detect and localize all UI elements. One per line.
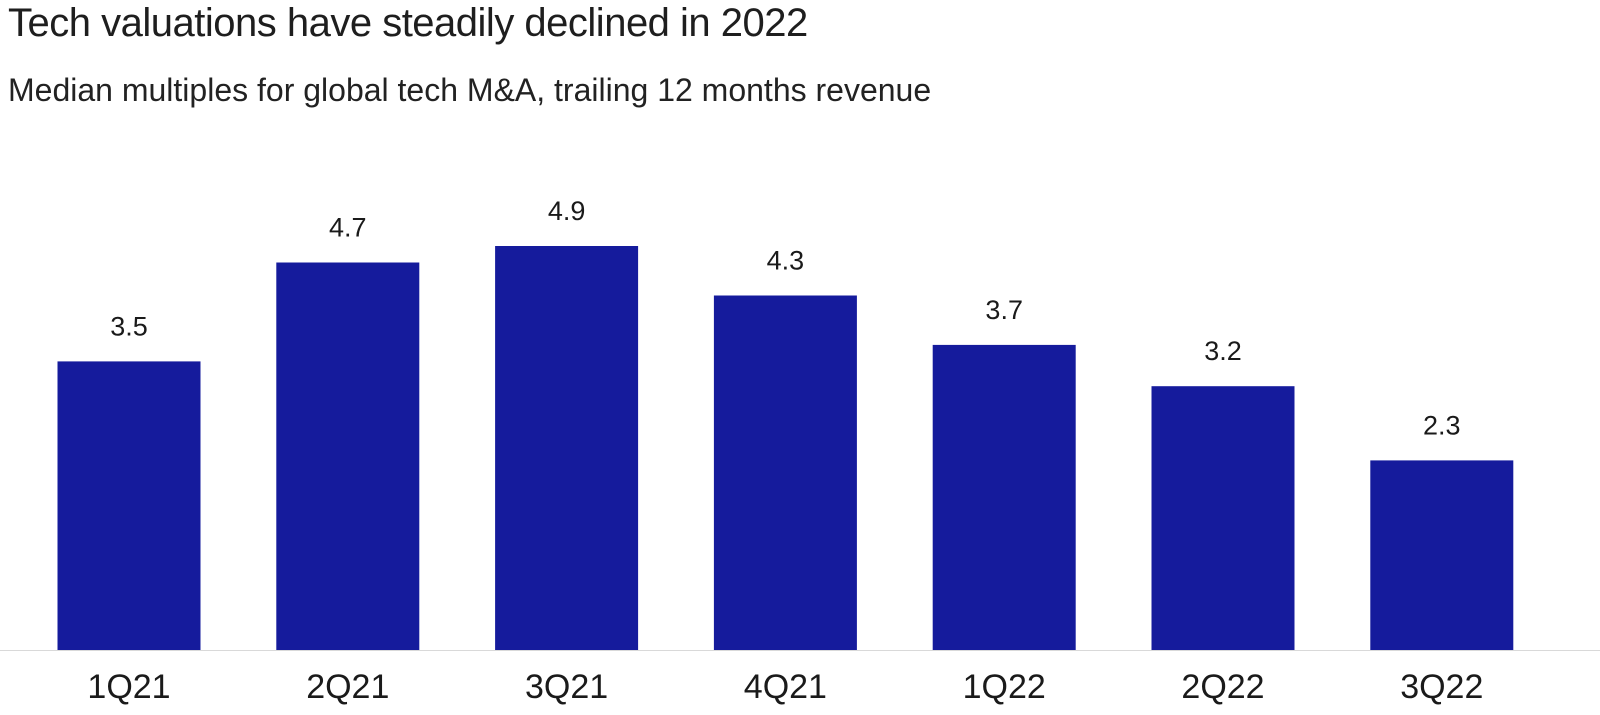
x-tick-label-2Q21: 2Q21 <box>306 668 389 706</box>
x-tick-label-3Q21: 3Q21 <box>525 668 608 706</box>
bar-3Q22 <box>1370 460 1514 650</box>
x-tick-label-1Q22: 1Q22 <box>963 668 1046 706</box>
value-label-1Q21: 3.5 <box>110 311 148 341</box>
bar-1Q21 <box>57 361 201 650</box>
value-label-3Q22: 2.3 <box>1423 410 1461 440</box>
chart-subtitle: Median multiples for global tech M&A, tr… <box>8 72 932 108</box>
x-tick-label-3Q22: 3Q22 <box>1400 668 1483 706</box>
x-tick-label-4Q21: 4Q21 <box>744 668 827 706</box>
bar-3Q21 <box>495 246 639 650</box>
bar-2Q21 <box>276 262 420 650</box>
value-labels-group: 3.5 4.7 4.9 4.3 3.7 3.2 2.3 <box>110 196 1460 440</box>
x-tick-labels-group: 1Q21 2Q21 3Q21 4Q21 1Q22 2Q22 3Q22 <box>87 668 1483 706</box>
x-tick-label-2Q22: 2Q22 <box>1181 668 1264 706</box>
chart-title: Tech valuations have steadily declined i… <box>8 1 808 45</box>
bars-group <box>57 246 1514 650</box>
x-tick-label-1Q21: 1Q21 <box>87 668 170 706</box>
bar-4Q21 <box>713 295 857 650</box>
bar-1Q22 <box>932 344 1076 650</box>
value-label-3Q21: 4.9 <box>548 196 586 226</box>
bar-2Q22 <box>1151 386 1295 650</box>
value-label-1Q22: 3.7 <box>985 295 1023 325</box>
value-label-2Q22: 3.2 <box>1204 336 1242 366</box>
value-label-4Q21: 4.3 <box>767 246 805 276</box>
value-label-2Q21: 4.7 <box>329 213 367 243</box>
